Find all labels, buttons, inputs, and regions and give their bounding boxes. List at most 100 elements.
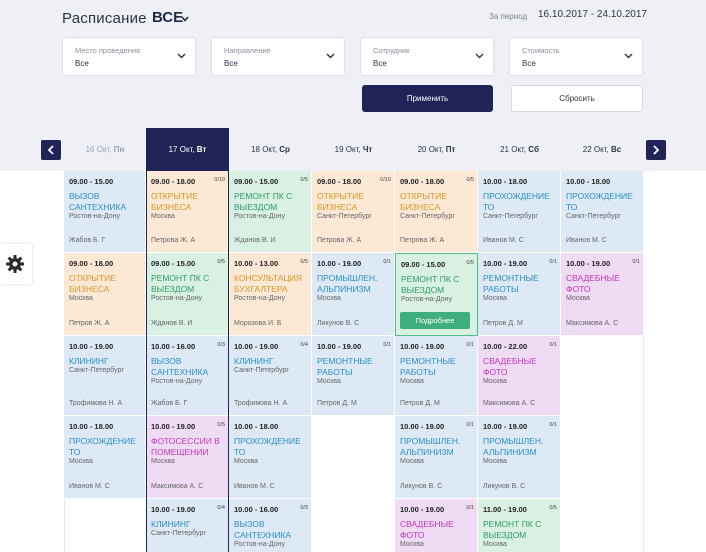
event-time: 09.00 - 15.00 [69, 177, 114, 186]
event-name[interactable]: Прохождение ТО [69, 436, 145, 458]
day-header-fri[interactable]: 20 Окт, Пт [417, 145, 456, 154]
event-card[interactable]: 10.00 - 19.00 0/5 Фотосессии в помещении Мос… [146, 416, 229, 499]
day-header-thu[interactable]: 19 Окт, Чт [334, 145, 373, 154]
event-card[interactable]: 10.00 - 18.00 Прохождение ТО Санкт-Петербур… [478, 171, 561, 253]
event-person: Иванов М. С [483, 237, 524, 244]
event-person: Ликунов В. С [317, 320, 360, 327]
event-name[interactable]: Прохождение ТО [234, 436, 310, 458]
event-capacity: 0/1 [549, 342, 557, 348]
event-name[interactable]: Открытие бизнеса [400, 191, 476, 213]
event-name[interactable]: Консультация бухгалтера [234, 273, 310, 295]
event-name[interactable]: Вызов сантехника [151, 356, 227, 378]
event-card[interactable]: 10.00 - 22.00 0/1 Свадебные фото Москва Макси… [478, 336, 561, 416]
event-time: 10.00 - 19.00 [566, 259, 611, 268]
event-person: Трофимова Н. А [234, 400, 288, 407]
event-name[interactable]: Свадебные фото [483, 356, 559, 378]
event-card[interactable]: 10.00 - 19.00 0/1 Ремонтные работы Москва Пет… [395, 336, 478, 416]
apply-button[interactable]: Применить [362, 85, 493, 112]
prev-week-button[interactable] [41, 140, 61, 160]
event-card[interactable]: 10.00 - 19.00 Клининг Санкт-Петербург Трофи… [64, 336, 146, 416]
event-card[interactable]: 09.00 - 18.00 0/10 Открытие бизнеса Москва Пе… [146, 171, 229, 253]
event-name[interactable]: Прохождение ТО [566, 191, 642, 213]
event-card[interactable]: 10.00 - 19.00 0/1 Промышлен. альпинизм Москв… [395, 416, 478, 499]
settings-button[interactable] [0, 244, 32, 284]
event-card[interactable]: 10.00 - 19.00 0/1 Промышлен. альпинизм Москв… [478, 416, 561, 499]
event-name[interactable]: Открытие бизнеса [317, 191, 393, 213]
event-city: Ростов-на-Дону [234, 295, 285, 302]
event-name-line: альпинизм [317, 284, 371, 294]
period-value[interactable]: 16.10.2017 - 24.10.2017 [538, 9, 647, 20]
event-card[interactable]: 09.00 - 15.00 0/5 Ремонт ПК с выездом Ростов… [146, 253, 229, 336]
chevron-down-icon[interactable] [181, 16, 189, 22]
event-name-line: Консультация [234, 273, 302, 283]
event-name[interactable]: Промышлен. альпинизм [400, 436, 476, 458]
event-name[interactable]: Ремонт ПК с выездом [234, 191, 310, 213]
day-header-tue[interactable]: 17 Окт, Вт [146, 128, 229, 171]
event-card[interactable]: 09.00 - 15.00 0/5 Ремонт ПК с выездом Ростов… [229, 171, 312, 253]
event-name[interactable]: Клининг [69, 356, 145, 367]
event-name[interactable]: Промышлен. альпинизм [483, 436, 559, 458]
event-name-line: работы [400, 367, 436, 377]
details-button[interactable]: Подробнее [400, 312, 470, 329]
event-name[interactable]: Ремонтные работы [400, 356, 476, 378]
event-name-line: бизнеса [69, 284, 110, 294]
event-person: Максимова А. С [151, 483, 204, 490]
event-card[interactable]: 09.00 - 18.00 Открытие бизнеса Москва Петров… [64, 253, 146, 336]
event-name[interactable]: Промышлен. альпинизм [317, 273, 393, 295]
event-name[interactable]: Клининг [151, 519, 227, 530]
event-card[interactable]: 09.00 - 18.00 0/10 Открытие бизнеса Санкт-Пе… [312, 171, 395, 253]
event-name-line: помещении [151, 447, 209, 457]
event-name[interactable]: Ремонтные работы [317, 356, 393, 378]
day-header-sat[interactable]: 21 Окт, Сб [500, 145, 539, 154]
event-name[interactable]: Вызов сантехника [69, 191, 145, 213]
event-card[interactable]: 10.00 - 16.00 0/3 Вызов сантехника Ростов-на… [146, 336, 229, 416]
event-card[interactable]: 11.00 - 19.00 0/5 Ремонт ПК с выездом Москва [478, 499, 561, 552]
event-card[interactable]: 09.00 - 15.00 0/5 Ремонт ПК с выездом Ростов… [395, 253, 478, 336]
event-card[interactable]: 10.00 - 19.00 0/1 Свадебные фото Москва [395, 499, 478, 552]
price-select[interactable]: Стоимость Все [509, 37, 643, 76]
event-card[interactable]: 10.00 - 19.00 0/4 Клининг Санкт-Петербург [146, 499, 229, 552]
location-select[interactable]: Место проведения Все [62, 37, 196, 76]
event-card[interactable]: 10.00 - 19.00 0/4 Клининг Санкт-Петербург Тр… [229, 336, 312, 416]
event-name-line: Прохождение [566, 191, 633, 201]
event-name[interactable]: Ремонтные работы [483, 273, 559, 295]
event-name-line: Прохождение [234, 436, 301, 446]
event-name[interactable]: Ремонт ПК с выездом [483, 519, 559, 541]
event-name[interactable]: Ремонт ПК с выездом [401, 274, 477, 296]
event-card[interactable]: 09.00 - 18.00 0/5 Открытие бизнеса Санкт-Пет… [395, 171, 478, 253]
event-card[interactable]: 10.00 - 19.00 0/1 Промышлен. альпинизм Москв… [312, 253, 395, 336]
reset-button[interactable]: Сбросить [511, 85, 643, 112]
employee-select[interactable]: Сотрудник Все [360, 37, 494, 76]
direction-select[interactable]: Направление Все [211, 37, 345, 76]
event-name[interactable]: Клининг [234, 356, 310, 367]
event-name[interactable]: Фотосессии в помещении [151, 436, 227, 458]
event-card[interactable]: 10.00 - 18.00 Прохождение ТО Москва Иванов М… [229, 416, 312, 499]
event-card[interactable]: 10.00 - 13.00 0/5 Консультация бухгалтера Ро… [229, 253, 312, 336]
event-card[interactable]: 10.00 - 18.00 Прохождение ТО Санкт-Петербур… [561, 171, 644, 253]
event-time: 09.00 - 15.00 [151, 259, 196, 268]
event-name[interactable]: Свадебные фото [400, 519, 476, 541]
event-card[interactable]: 10.00 - 19.00 0/1 Ремонтные работы Москва Пет… [312, 336, 395, 416]
event-name[interactable]: Ремонт ПК с выездом [151, 273, 227, 295]
next-week-button[interactable] [646, 140, 666, 160]
day-header-mon[interactable]: 16 Окт, Пн [85, 145, 125, 154]
event-card[interactable]: 10.00 - 19.00 0/1 Ремонтные работы Москва Пет… [478, 253, 561, 336]
day-header-wed[interactable]: 18 Окт, Ср [251, 145, 290, 154]
event-name[interactable]: Прохождение ТО [483, 191, 559, 213]
day-header-sun[interactable]: 22 Окт, Вс [582, 145, 622, 154]
event-name[interactable]: Вызов сантехника [234, 519, 310, 541]
event-name-line: выездом [401, 285, 445, 295]
event-name[interactable]: Свадебные фото [566, 273, 642, 295]
event-person: Петрова Ж. А [317, 237, 362, 244]
event-name[interactable]: Открытие бизнеса [69, 273, 145, 295]
event-card[interactable]: 10.00 - 19.00 0/1 Свадебные фото Москва Макси… [561, 253, 644, 336]
event-card[interactable]: 10.00 - 18.00 Прохождение ТО Москва Иванов М… [64, 416, 146, 499]
event-name[interactable]: Открытие бизнеса [151, 191, 227, 213]
location-select-value: Все [75, 59, 89, 68]
event-card[interactable]: 10.00 - 16.00 0/3 Вызов сантехника Ростов-на… [229, 499, 312, 552]
event-card[interactable]: 09.00 - 15.00 Вызов сантехника Ростов-на-До… [64, 171, 146, 253]
event-capacity: 0/5 [300, 177, 308, 183]
event-name-line: фото [566, 284, 591, 294]
schedule-selector-value[interactable]: ВСЕ [152, 9, 184, 26]
